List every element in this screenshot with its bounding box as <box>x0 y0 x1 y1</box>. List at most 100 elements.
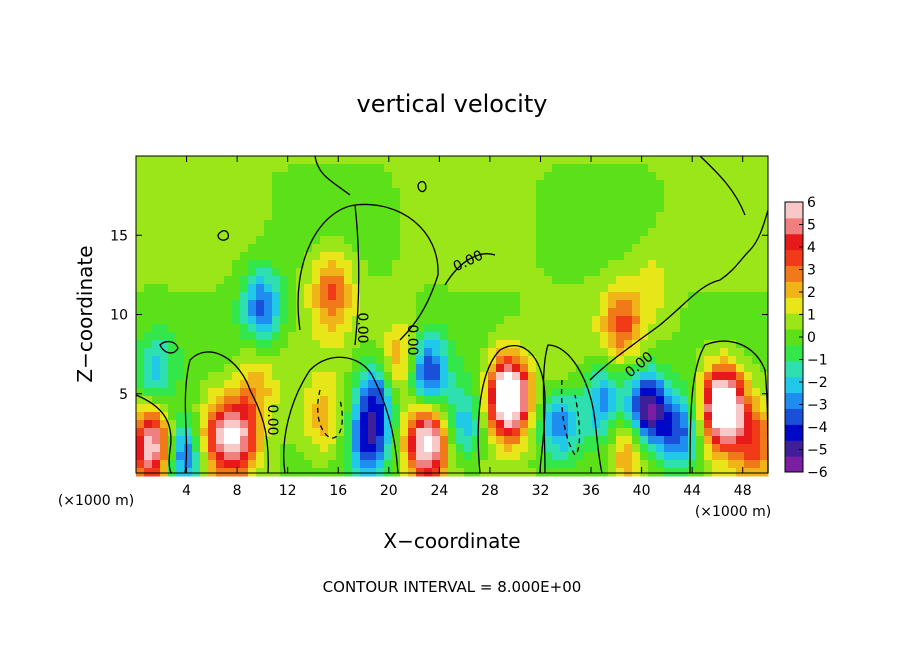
heatmap-cell <box>496 284 505 293</box>
heatmap-cell <box>584 412 593 421</box>
heatmap-cell <box>656 420 665 429</box>
heatmap-cell <box>304 380 313 389</box>
heatmap-cell <box>312 276 321 285</box>
heatmap-cell <box>720 196 729 205</box>
heatmap-cell <box>648 420 657 429</box>
heatmap-cell <box>144 308 153 317</box>
heatmap-cell <box>408 316 417 325</box>
heatmap-cell <box>392 404 401 413</box>
heatmap-cell <box>528 316 537 325</box>
heatmap-cell <box>704 204 713 213</box>
heatmap-cell <box>536 332 545 341</box>
heatmap-cell <box>648 364 657 373</box>
heatmap-cell <box>312 348 321 357</box>
heatmap-cell <box>496 372 505 381</box>
heatmap-cell <box>304 460 313 469</box>
heatmap-cell <box>456 204 465 213</box>
heatmap-cell <box>416 188 425 197</box>
heatmap-cell <box>472 468 481 477</box>
heatmap-cell <box>376 268 385 277</box>
heatmap-cell <box>320 220 329 229</box>
heatmap-cell <box>320 236 329 245</box>
heatmap-cell <box>376 420 385 429</box>
heatmap-cell <box>640 228 649 237</box>
heatmap-cell <box>712 420 721 429</box>
heatmap-cell <box>376 212 385 221</box>
heatmap-cell <box>584 260 593 269</box>
heatmap-cell <box>488 444 497 453</box>
heatmap-cell <box>704 452 713 461</box>
heatmap-cell <box>240 180 249 189</box>
heatmap-cell <box>352 308 361 317</box>
heatmap-cell <box>576 380 585 389</box>
heatmap-cell <box>704 260 713 269</box>
heatmap-cell <box>288 412 297 421</box>
heatmap-cell <box>448 292 457 301</box>
heatmap-cell <box>136 332 145 341</box>
heatmap-cell <box>528 420 537 429</box>
heatmap-cell <box>184 396 193 405</box>
heatmap-cell <box>312 396 321 405</box>
heatmap-cell <box>352 164 361 173</box>
heatmap-cell <box>152 244 161 253</box>
heatmap-cell <box>480 380 489 389</box>
heatmap-cell <box>712 364 721 373</box>
heatmap-cell <box>720 388 729 397</box>
heatmap-cell <box>240 292 249 301</box>
heatmap-cell <box>424 252 433 261</box>
heatmap-cell <box>296 284 305 293</box>
heatmap-cell <box>472 316 481 325</box>
heatmap-cell <box>472 188 481 197</box>
heatmap-cell <box>592 188 601 197</box>
heatmap-cell <box>304 324 313 333</box>
heatmap-cell <box>272 412 281 421</box>
heatmap-cell <box>296 372 305 381</box>
heatmap-cell <box>528 156 537 165</box>
heatmap-cell <box>336 252 345 261</box>
heatmap-cell <box>600 348 609 357</box>
heatmap-cell <box>336 244 345 253</box>
heatmap-cell <box>632 172 641 181</box>
heatmap-cell <box>400 324 409 333</box>
heatmap-cell <box>696 428 705 437</box>
heatmap-cell <box>248 204 257 213</box>
heatmap-cell <box>136 284 145 293</box>
heatmap-cell <box>224 188 233 197</box>
heatmap-cell <box>432 348 441 357</box>
heatmap-cell <box>704 380 713 389</box>
heatmap-cell <box>272 364 281 373</box>
heatmap-cell <box>544 364 553 373</box>
heatmap-cell <box>632 452 641 461</box>
heatmap-cell <box>448 164 457 173</box>
heatmap-cell <box>224 428 233 437</box>
heatmap-cell <box>584 292 593 301</box>
heatmap-cell <box>296 404 305 413</box>
heatmap-cell <box>224 196 233 205</box>
heatmap-cell <box>488 180 497 189</box>
heatmap-cell <box>368 468 377 477</box>
heatmap-cell <box>144 332 153 341</box>
heatmap-cell <box>176 372 185 381</box>
heatmap-cell <box>280 372 289 381</box>
heatmap-cell <box>504 284 513 293</box>
heatmap-cell <box>704 188 713 197</box>
heatmap-cell <box>656 468 665 477</box>
heatmap-cell <box>144 284 153 293</box>
heatmap-cell <box>512 308 521 317</box>
heatmap-cell <box>200 260 209 269</box>
heatmap-cell <box>536 244 545 253</box>
heatmap-cell <box>328 204 337 213</box>
heatmap-cell <box>408 380 417 389</box>
heatmap-cell <box>424 340 433 349</box>
heatmap-cell <box>632 324 641 333</box>
heatmap-cell <box>688 340 697 349</box>
heatmap-cell <box>544 420 553 429</box>
heatmap-cell <box>256 212 265 221</box>
heatmap-cell <box>728 228 737 237</box>
heatmap-cell <box>552 420 561 429</box>
heatmap-cell <box>520 396 529 405</box>
heatmap-cell <box>536 252 545 261</box>
x-tick-label: 4 <box>182 483 191 499</box>
heatmap-cell <box>464 404 473 413</box>
heatmap-cell <box>736 244 745 253</box>
